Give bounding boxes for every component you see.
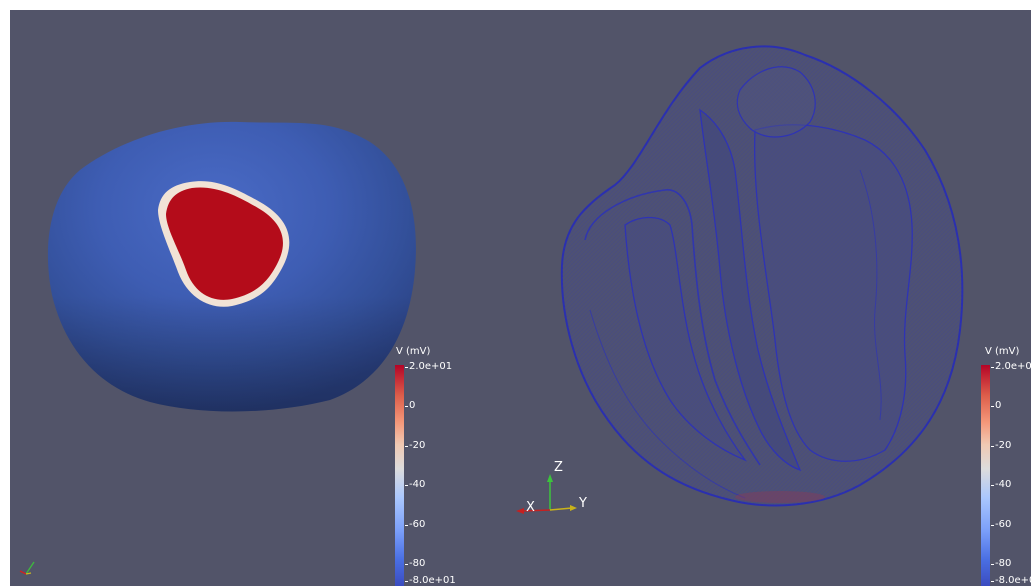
colorbar-tick: -60 xyxy=(990,519,1012,530)
colorbar-tick: -40 xyxy=(990,479,1012,490)
colorbar-tick: -20 xyxy=(404,440,426,451)
colorbar-tick: -8.0e+01 xyxy=(405,575,456,586)
colorbar-tick: 0 xyxy=(990,400,1002,411)
mesh-apex-tint xyxy=(735,491,825,503)
mesh-fold-left-inner xyxy=(624,216,747,462)
heart-surface-render xyxy=(47,121,416,412)
colorbar-tick: -80 xyxy=(404,558,426,569)
axis-y-label: Y xyxy=(579,496,587,511)
colorbar-tick: 2.0e+01 xyxy=(404,361,453,372)
mesh-fold-left xyxy=(584,189,761,466)
axis-z-label: Z xyxy=(554,460,563,475)
render-viewport[interactable]: V (mV) 2.0e+01 0 -20 -40 -60 -80 -8.0e+0… xyxy=(10,10,1031,586)
small-axes-icon xyxy=(19,561,35,575)
colorbar-title: V (mV) xyxy=(985,346,1020,357)
mesh-top-valve xyxy=(736,66,816,138)
axes-icon xyxy=(516,474,577,514)
colorbar-tick: 2.0e+01 xyxy=(990,362,1031,372)
left-render-view[interactable]: V (mV) 2.0e+01 0 -20 -40 -60 -80 -8.0e+0… xyxy=(10,10,530,586)
colorbar-gradient xyxy=(395,365,404,586)
colorbar-tick: -40 xyxy=(404,479,426,490)
colorbar-tick: 0 xyxy=(404,400,416,411)
orientation-axes: Z Y X xyxy=(500,458,590,528)
mesh-fold-right xyxy=(753,124,913,462)
colorbar-tick: -80 xyxy=(990,558,1012,569)
activation-region xyxy=(166,187,283,300)
right-render-view[interactable]: V (mV) 2.0e+01 0 -20 -40 -60 -80 -8.0e+0… xyxy=(530,10,1031,586)
colorbar-tick: -60 xyxy=(404,519,426,530)
heart-mesh-render xyxy=(560,45,964,507)
colorbar-gradient xyxy=(981,365,990,586)
colorbar-title: V (mV) xyxy=(396,346,431,357)
axis-x-label: X xyxy=(526,500,535,515)
colorbar-tick: -8.0e+01 xyxy=(991,576,1031,586)
colorbar-tick: -20 xyxy=(990,440,1012,451)
mesh-fold-center xyxy=(699,108,802,472)
